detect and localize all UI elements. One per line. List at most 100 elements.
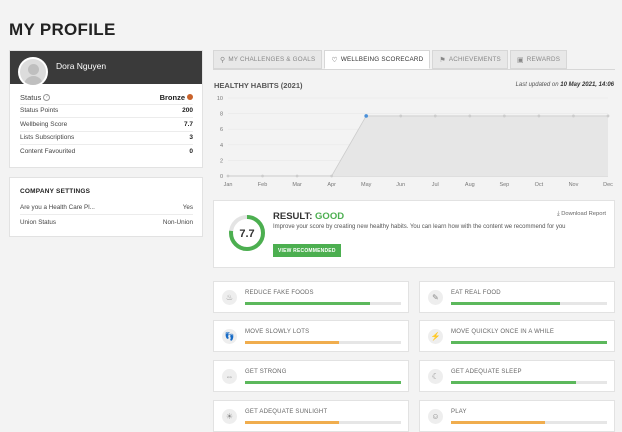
profile-stats: Status? Bronze Status Points 200 Wellbei… xyxy=(10,84,202,159)
data-point[interactable] xyxy=(399,114,403,118)
result-card: 7.7 RESULT: GOOD Improve your score by c… xyxy=(213,200,615,268)
sneaker-icon: ⚡ xyxy=(428,329,443,344)
result-title: RESULT: GOOD xyxy=(273,211,344,222)
stat-row-points: Status Points 200 xyxy=(20,105,193,118)
data-point[interactable] xyxy=(537,114,541,118)
carrot-icon: ✎ xyxy=(428,290,443,305)
data-point[interactable] xyxy=(226,174,230,178)
habit-card[interactable]: ⚡ MOVE QUICKLY ONCE IN A WHILE xyxy=(419,320,615,352)
x-tick-label: Aug xyxy=(465,182,475,188)
last-updated-value: 10 May 2021, 14:06 xyxy=(560,82,614,88)
tab-challenges-goals[interactable]: ⚲ MY CHALLENGES & GOALS xyxy=(213,50,323,69)
habit-card[interactable]: ✎ EAT REAL FOOD xyxy=(419,281,615,313)
habit-card[interactable]: ⇔ GET STRONG xyxy=(213,360,409,392)
stat-row-wellbeing: Wellbeing Score 7.7 xyxy=(20,118,193,132)
stat-value: 3 xyxy=(189,134,193,142)
x-tick-label: Jun xyxy=(396,182,405,188)
gauge-fill xyxy=(229,215,265,251)
data-point[interactable] xyxy=(572,114,575,118)
habit-progress-fill xyxy=(245,381,401,384)
habit-card[interactable]: ☺ PLAY xyxy=(419,400,615,432)
data-point[interactable] xyxy=(330,174,334,178)
download-label: Download Report xyxy=(561,211,606,217)
habit-progress-fill xyxy=(451,421,545,424)
tab-label: REWARDS xyxy=(526,56,561,63)
habit-label: PLAY xyxy=(451,409,467,415)
stat-label: Status xyxy=(20,92,42,102)
moon-icon: ☾ xyxy=(428,369,443,384)
tab-achievements[interactable]: ⚑ ACHIEVEMENTS xyxy=(432,50,508,69)
smile-icon: ☺ xyxy=(428,409,443,424)
avatar[interactable] xyxy=(18,57,48,87)
data-point[interactable] xyxy=(364,114,368,118)
download-report-link[interactable]: ⤓ Download Report xyxy=(557,211,606,218)
help-icon[interactable]: ? xyxy=(43,94,51,102)
habit-progress-fill xyxy=(451,341,607,344)
company-label: Union Status xyxy=(20,218,57,226)
data-point[interactable] xyxy=(502,114,506,118)
habit-label: EAT REAL FOOD xyxy=(451,290,501,296)
habit-progress-track xyxy=(245,381,401,384)
tab-rewards[interactable]: ▣ REWARDS xyxy=(509,50,568,69)
habit-card[interactable]: ♨ REDUCE FAKE FOODS xyxy=(213,281,409,313)
company-settings-card: COMPANY SETTINGS Are you a Health Care P… xyxy=(9,177,203,237)
cupcake-icon: ♨ xyxy=(222,290,237,305)
profile-tabs: ⚲ MY CHALLENGES & GOALS ♡ WELLBEING SCOR… xyxy=(213,50,569,69)
habit-label: GET ADEQUATE SLEEP xyxy=(451,369,522,375)
view-recommended-button[interactable]: VIEW RECOMMENDED xyxy=(273,244,341,257)
habit-progress-track xyxy=(451,341,607,344)
runner-icon: ⚲ xyxy=(220,56,226,64)
x-tick-label: May xyxy=(361,182,372,188)
stat-value: 200 xyxy=(182,107,193,115)
data-point[interactable] xyxy=(295,174,299,178)
habit-progress-track xyxy=(245,302,401,305)
habit-label: REDUCE FAKE FOODS xyxy=(245,290,314,296)
habit-progress-fill xyxy=(451,381,576,384)
download-icon: ⤓ xyxy=(557,211,560,217)
data-point[interactable] xyxy=(606,114,610,118)
habit-label: GET STRONG xyxy=(245,369,287,375)
stat-row-status: Status? Bronze xyxy=(20,91,193,105)
series-line xyxy=(228,115,608,177)
habit-progress-track xyxy=(451,421,607,424)
habit-label: GET ADEQUATE SUNLIGHT xyxy=(245,409,328,415)
company-row-union: Union Status Non-Union xyxy=(20,215,193,229)
last-updated-label: Last updated on xyxy=(515,82,559,88)
habit-card[interactable]: 👣 MOVE SLOWLY LOTS xyxy=(213,320,409,352)
gift-icon: ▣ xyxy=(516,56,524,64)
habit-progress-track xyxy=(451,381,607,384)
gauge-score: 7.7 xyxy=(239,228,254,240)
habit-progress-fill xyxy=(245,421,339,424)
profile-name: Dora Nguyen xyxy=(56,61,107,71)
tab-wellbeing-scorecard[interactable]: ♡ WELLBEING SCORECARD xyxy=(324,50,431,69)
data-point[interactable] xyxy=(468,114,472,118)
badge-icon: ⚑ xyxy=(439,56,446,64)
habit-card[interactable]: ☾ GET ADEQUATE SLEEP xyxy=(419,360,615,392)
company-label: Are you a Health Care Pl... xyxy=(20,204,95,211)
result-rating: GOOD xyxy=(315,211,345,222)
data-point[interactable] xyxy=(261,174,264,178)
habit-label: MOVE SLOWLY LOTS xyxy=(245,329,310,335)
y-tick-label: 8 xyxy=(220,112,223,118)
x-tick-label: Mar xyxy=(292,182,302,188)
x-tick-label: Sep xyxy=(499,182,509,188)
company-value: Non-Union xyxy=(162,218,193,226)
tab-label: MY CHALLENGES & GOALS xyxy=(228,56,316,63)
x-tick-label: Nov xyxy=(569,182,579,188)
y-tick-label: 6 xyxy=(220,127,223,133)
x-tick-label: Jan xyxy=(224,182,233,188)
tab-divider xyxy=(213,69,615,70)
y-tick-label: 2 xyxy=(220,158,223,164)
bronze-badge-icon xyxy=(187,94,193,101)
stat-label: Lists Subscriptions xyxy=(20,134,75,142)
habit-progress-track xyxy=(245,421,401,424)
y-tick-label: 0 xyxy=(220,174,223,180)
heart-icon: ♡ xyxy=(331,56,338,64)
stat-value: 7.7 xyxy=(183,120,193,128)
tab-label: ACHIEVEMENTS xyxy=(448,56,501,63)
score-gauge: 7.7 xyxy=(229,215,265,251)
data-point[interactable] xyxy=(433,114,437,118)
habit-card[interactable]: ☀ GET ADEQUATE SUNLIGHT xyxy=(213,400,409,432)
stat-value: 0 xyxy=(189,148,193,156)
x-tick-label: Oct xyxy=(535,182,544,188)
